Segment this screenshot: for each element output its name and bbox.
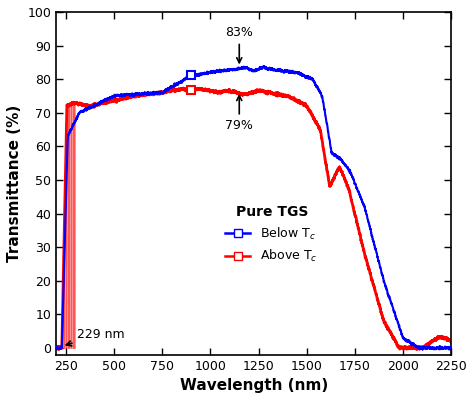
Legend: Below T$_c$, Above T$_c$: Below T$_c$, Above T$_c$ [220,200,323,269]
Text: 83%: 83% [225,26,253,63]
X-axis label: Wavelength (nm): Wavelength (nm) [180,378,328,393]
Text: 229 nm: 229 nm [66,328,125,346]
Y-axis label: Transmittance (%): Transmittance (%) [7,105,22,262]
Text: 79%: 79% [225,96,253,132]
